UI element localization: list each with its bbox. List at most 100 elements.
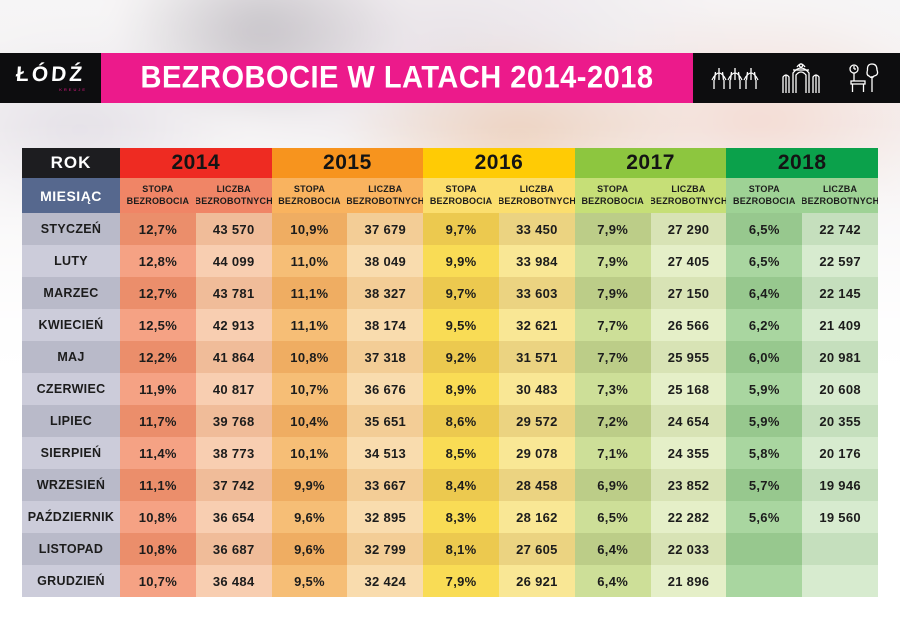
liczba-cell-2014: 37 742	[195, 469, 272, 501]
month-cell: LISTOPAD	[22, 533, 120, 565]
stopa-cell-2015: 9,6%	[271, 501, 348, 533]
stopa-cell-2018: 5,8%	[726, 437, 803, 469]
stopa-cell-2015: 10,7%	[271, 373, 348, 405]
miesiac-header: MIESIĄC	[22, 178, 120, 213]
liczba-cell-2015: 37 679	[347, 213, 424, 245]
stopa-cell-2014: 10,8%	[120, 501, 196, 533]
liczba-cell-2014: 36 484	[195, 565, 272, 597]
subheader-liczba-2016: LICZBA BEZROBOTNYCH	[499, 178, 575, 213]
liczba-cell-2017: 27 150	[650, 277, 727, 309]
stopa-cell-2018	[726, 565, 803, 597]
liczba-cell-2016: 27 605	[499, 533, 575, 565]
year-header-2018: 2018	[726, 148, 878, 178]
liczba-cell-2018: 20 608	[802, 373, 878, 405]
stopa-cell-2015: 11,0%	[271, 245, 348, 277]
liczba-cell-2015: 32 799	[347, 533, 424, 565]
liczba-cell-2018: 20 355	[802, 405, 878, 437]
liczba-cell-2017: 24 355	[650, 437, 727, 469]
stopa-cell-2014: 11,9%	[120, 373, 196, 405]
stopa-cell-2014: 12,7%	[120, 277, 196, 309]
liczba-cell-2016: 28 458	[499, 469, 575, 501]
liczba-cell-2016: 29 078	[499, 437, 575, 469]
liczba-cell-2015: 38 327	[347, 277, 424, 309]
stopa-cell-2018: 6,2%	[726, 309, 803, 341]
subheader-liczba-2015: LICZBA BEZROBOTNYCH	[347, 178, 424, 213]
stopa-cell-2015: 10,4%	[271, 405, 348, 437]
stopa-cell-2016: 9,9%	[423, 245, 499, 277]
stopa-cell-2015: 10,1%	[271, 437, 348, 469]
stopa-cell-2016: 8,9%	[423, 373, 499, 405]
stopa-cell-2014: 11,1%	[120, 469, 196, 501]
liczba-cell-2014: 38 773	[195, 437, 272, 469]
liczba-cell-2017: 25 955	[650, 341, 727, 373]
gate-landmark-icon	[779, 61, 823, 95]
stopa-cell-2017: 7,7%	[574, 341, 651, 373]
subheader-liczba-2014: LICZBA BEZROBOTNYCH	[195, 178, 272, 213]
stopa-cell-2014: 12,8%	[120, 245, 196, 277]
stopa-cell-2016: 8,1%	[423, 533, 499, 565]
stopa-cell-2015: 9,6%	[271, 533, 348, 565]
stopa-cell-2017: 6,5%	[574, 501, 651, 533]
liczba-cell-2017: 24 654	[650, 405, 727, 437]
stopa-cell-2018	[726, 533, 803, 565]
stopa-cell-2017: 6,9%	[574, 469, 651, 501]
liczba-cell-2017: 22 282	[650, 501, 727, 533]
lodz-logo: ŁÓDŹ KREUJE	[0, 53, 101, 103]
park-bench-tree-icon	[843, 61, 883, 95]
liczba-cell-2018: 21 409	[802, 309, 878, 341]
stopa-cell-2015: 11,1%	[271, 277, 348, 309]
stopa-cell-2017: 6,4%	[574, 565, 651, 597]
stopa-cell-2018: 6,5%	[726, 245, 803, 277]
subheader-liczba-2018: LICZBA BEZROBOTNYCH	[802, 178, 878, 213]
stopa-cell-2015: 10,9%	[271, 213, 348, 245]
liczba-cell-2016: 33 984	[499, 245, 575, 277]
stopa-cell-2017: 7,9%	[574, 277, 651, 309]
month-cell: MAJ	[22, 341, 120, 373]
liczba-cell-2015: 38 174	[347, 309, 424, 341]
stopa-cell-2015: 10,8%	[271, 341, 348, 373]
liczba-cell-2018: 19 560	[802, 501, 878, 533]
stopa-cell-2016: 9,7%	[423, 213, 499, 245]
stopa-cell-2014: 10,8%	[120, 533, 196, 565]
liczba-cell-2014: 43 570	[195, 213, 272, 245]
liczba-cell-2014: 40 817	[195, 373, 272, 405]
liczba-cell-2018: 22 145	[802, 277, 878, 309]
stopa-cell-2017: 7,3%	[574, 373, 651, 405]
subheader-liczba-2017: LICZBA BEZROBOTNYCH	[650, 178, 727, 213]
unemployment-table: ROK 2014 2015 2016 2017 2018 MIESIĄC STOPA BEZR…	[22, 148, 878, 597]
year-header-2017: 2017	[574, 148, 727, 178]
liczba-cell-2014: 39 768	[195, 405, 272, 437]
liczba-cell-2015: 38 049	[347, 245, 424, 277]
stopa-cell-2017: 7,7%	[574, 309, 651, 341]
liczba-cell-2014: 42 913	[195, 309, 272, 341]
liczba-cell-2014: 41 864	[195, 341, 272, 373]
stopa-cell-2017: 7,2%	[574, 405, 651, 437]
stopa-cell-2016: 7,9%	[423, 565, 499, 597]
stopa-cell-2016: 8,4%	[423, 469, 499, 501]
page-title: BEZROBOCIE W LATACH 2014-2018	[140, 60, 654, 95]
stopa-cell-2016: 9,5%	[423, 309, 499, 341]
liczba-cell-2015: 32 895	[347, 501, 424, 533]
stopa-cell-2018: 5,6%	[726, 501, 803, 533]
liczba-cell-2016: 30 483	[499, 373, 575, 405]
liczba-cell-2018: 22 597	[802, 245, 878, 277]
stopa-cell-2016: 9,7%	[423, 277, 499, 309]
subheader-stopa-2016: STOPA BEZROBOCIA	[423, 178, 499, 213]
liczba-cell-2017: 23 852	[650, 469, 727, 501]
month-cell: MARZEC	[22, 277, 120, 309]
liczba-cell-2014: 43 781	[195, 277, 272, 309]
liczba-cell-2017: 27 405	[650, 245, 727, 277]
liczba-cell-2016: 32 621	[499, 309, 575, 341]
stopa-cell-2018: 6,4%	[726, 277, 803, 309]
month-cell: LUTY	[22, 245, 120, 277]
year-header-2014: 2014	[120, 148, 272, 178]
liczba-cell-2014: 44 099	[195, 245, 272, 277]
year-header-2016: 2016	[423, 148, 575, 178]
stopa-cell-2016: 8,3%	[423, 501, 499, 533]
stopa-cell-2018: 5,7%	[726, 469, 803, 501]
subheader-stopa-2015: STOPA BEZROBOCIA	[271, 178, 348, 213]
liczba-cell-2016: 29 572	[499, 405, 575, 437]
stopa-cell-2017: 6,4%	[574, 533, 651, 565]
liczba-cell-2017: 26 566	[650, 309, 727, 341]
stopa-cell-2015: 9,9%	[271, 469, 348, 501]
